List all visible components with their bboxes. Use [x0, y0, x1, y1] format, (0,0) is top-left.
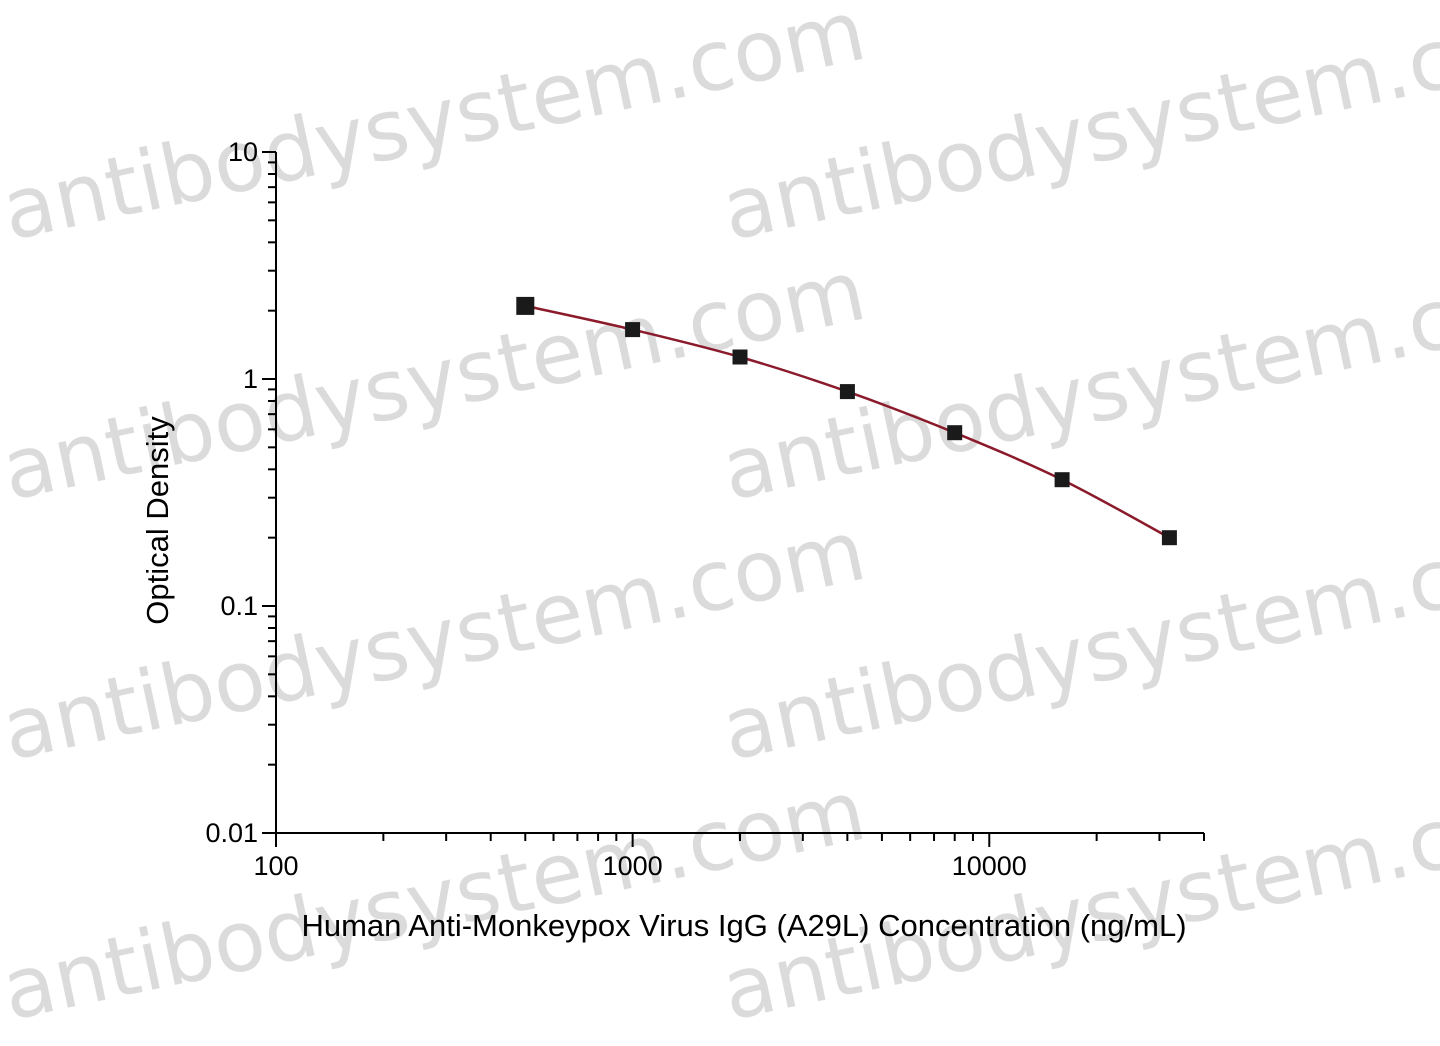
- y-tick-label: 0.1: [220, 591, 258, 621]
- data-point: [625, 322, 641, 338]
- x-tick-label: 10000: [952, 851, 1027, 881]
- y-tick-label: 0.01: [205, 818, 258, 848]
- labels: 0.01 0.1 1 10 100 1000 10000 Human Anti-Monkeyp…: [140, 137, 1187, 943]
- data-point: [947, 425, 963, 441]
- y-tick-label: 1: [243, 364, 258, 394]
- x-tick-label: 1000: [603, 851, 663, 881]
- data-point: [1054, 472, 1070, 488]
- x-axis-title: Human Anti-Monkeypox Virus IgG (A29L) Co…: [301, 908, 1186, 943]
- data-point: [516, 296, 535, 315]
- axes: [262, 151, 1205, 847]
- y-tick-label: 10: [228, 137, 258, 167]
- plot-area: [516, 296, 1177, 546]
- y-axis-title: Optical Density: [140, 416, 175, 625]
- data-point: [839, 384, 855, 400]
- data-point: [1161, 530, 1177, 546]
- x-tick-label: 100: [253, 851, 298, 881]
- data-point: [732, 349, 748, 365]
